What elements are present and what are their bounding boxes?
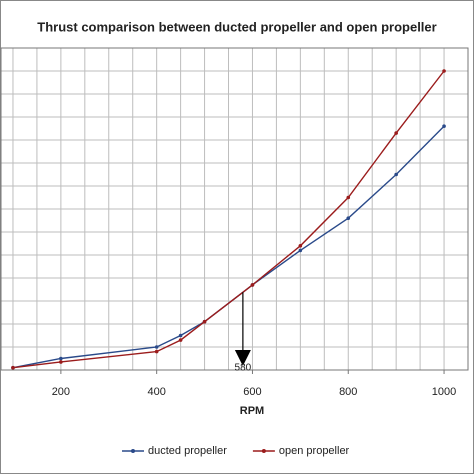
x-tick-label: 200 xyxy=(52,386,70,398)
point xyxy=(154,345,159,349)
point xyxy=(442,69,446,73)
point xyxy=(346,216,351,220)
point xyxy=(59,360,63,364)
point xyxy=(442,124,446,128)
x-tick-label: 400 xyxy=(147,386,165,398)
point xyxy=(202,319,207,324)
x-axis-title: RPM xyxy=(240,405,264,417)
x-tick-label: 1000 xyxy=(432,386,456,398)
x-tick-label: 600 xyxy=(243,386,261,398)
legend-item: ducted propeller xyxy=(122,445,227,457)
point xyxy=(178,333,183,338)
point xyxy=(59,356,63,361)
annotation-arrowhead xyxy=(234,350,251,366)
point xyxy=(298,244,303,248)
point xyxy=(154,349,159,354)
point xyxy=(394,172,398,177)
point xyxy=(394,131,398,135)
legend-item: open propeller xyxy=(252,445,350,457)
legend-label: open propeller xyxy=(279,445,350,457)
point xyxy=(178,338,183,342)
legend-marker xyxy=(261,449,266,453)
plot-border xyxy=(0,47,469,371)
point xyxy=(298,248,303,253)
point xyxy=(11,365,15,370)
legend-marker xyxy=(131,449,135,453)
point xyxy=(346,195,351,200)
x-tick-label: 800 xyxy=(339,386,357,398)
point xyxy=(250,283,255,287)
chart-title: Thrust comparison between ducted propell… xyxy=(37,19,436,34)
annotation-label: 580 xyxy=(235,363,252,374)
legend-label: ducted propeller xyxy=(148,445,227,457)
series-line xyxy=(12,70,445,369)
